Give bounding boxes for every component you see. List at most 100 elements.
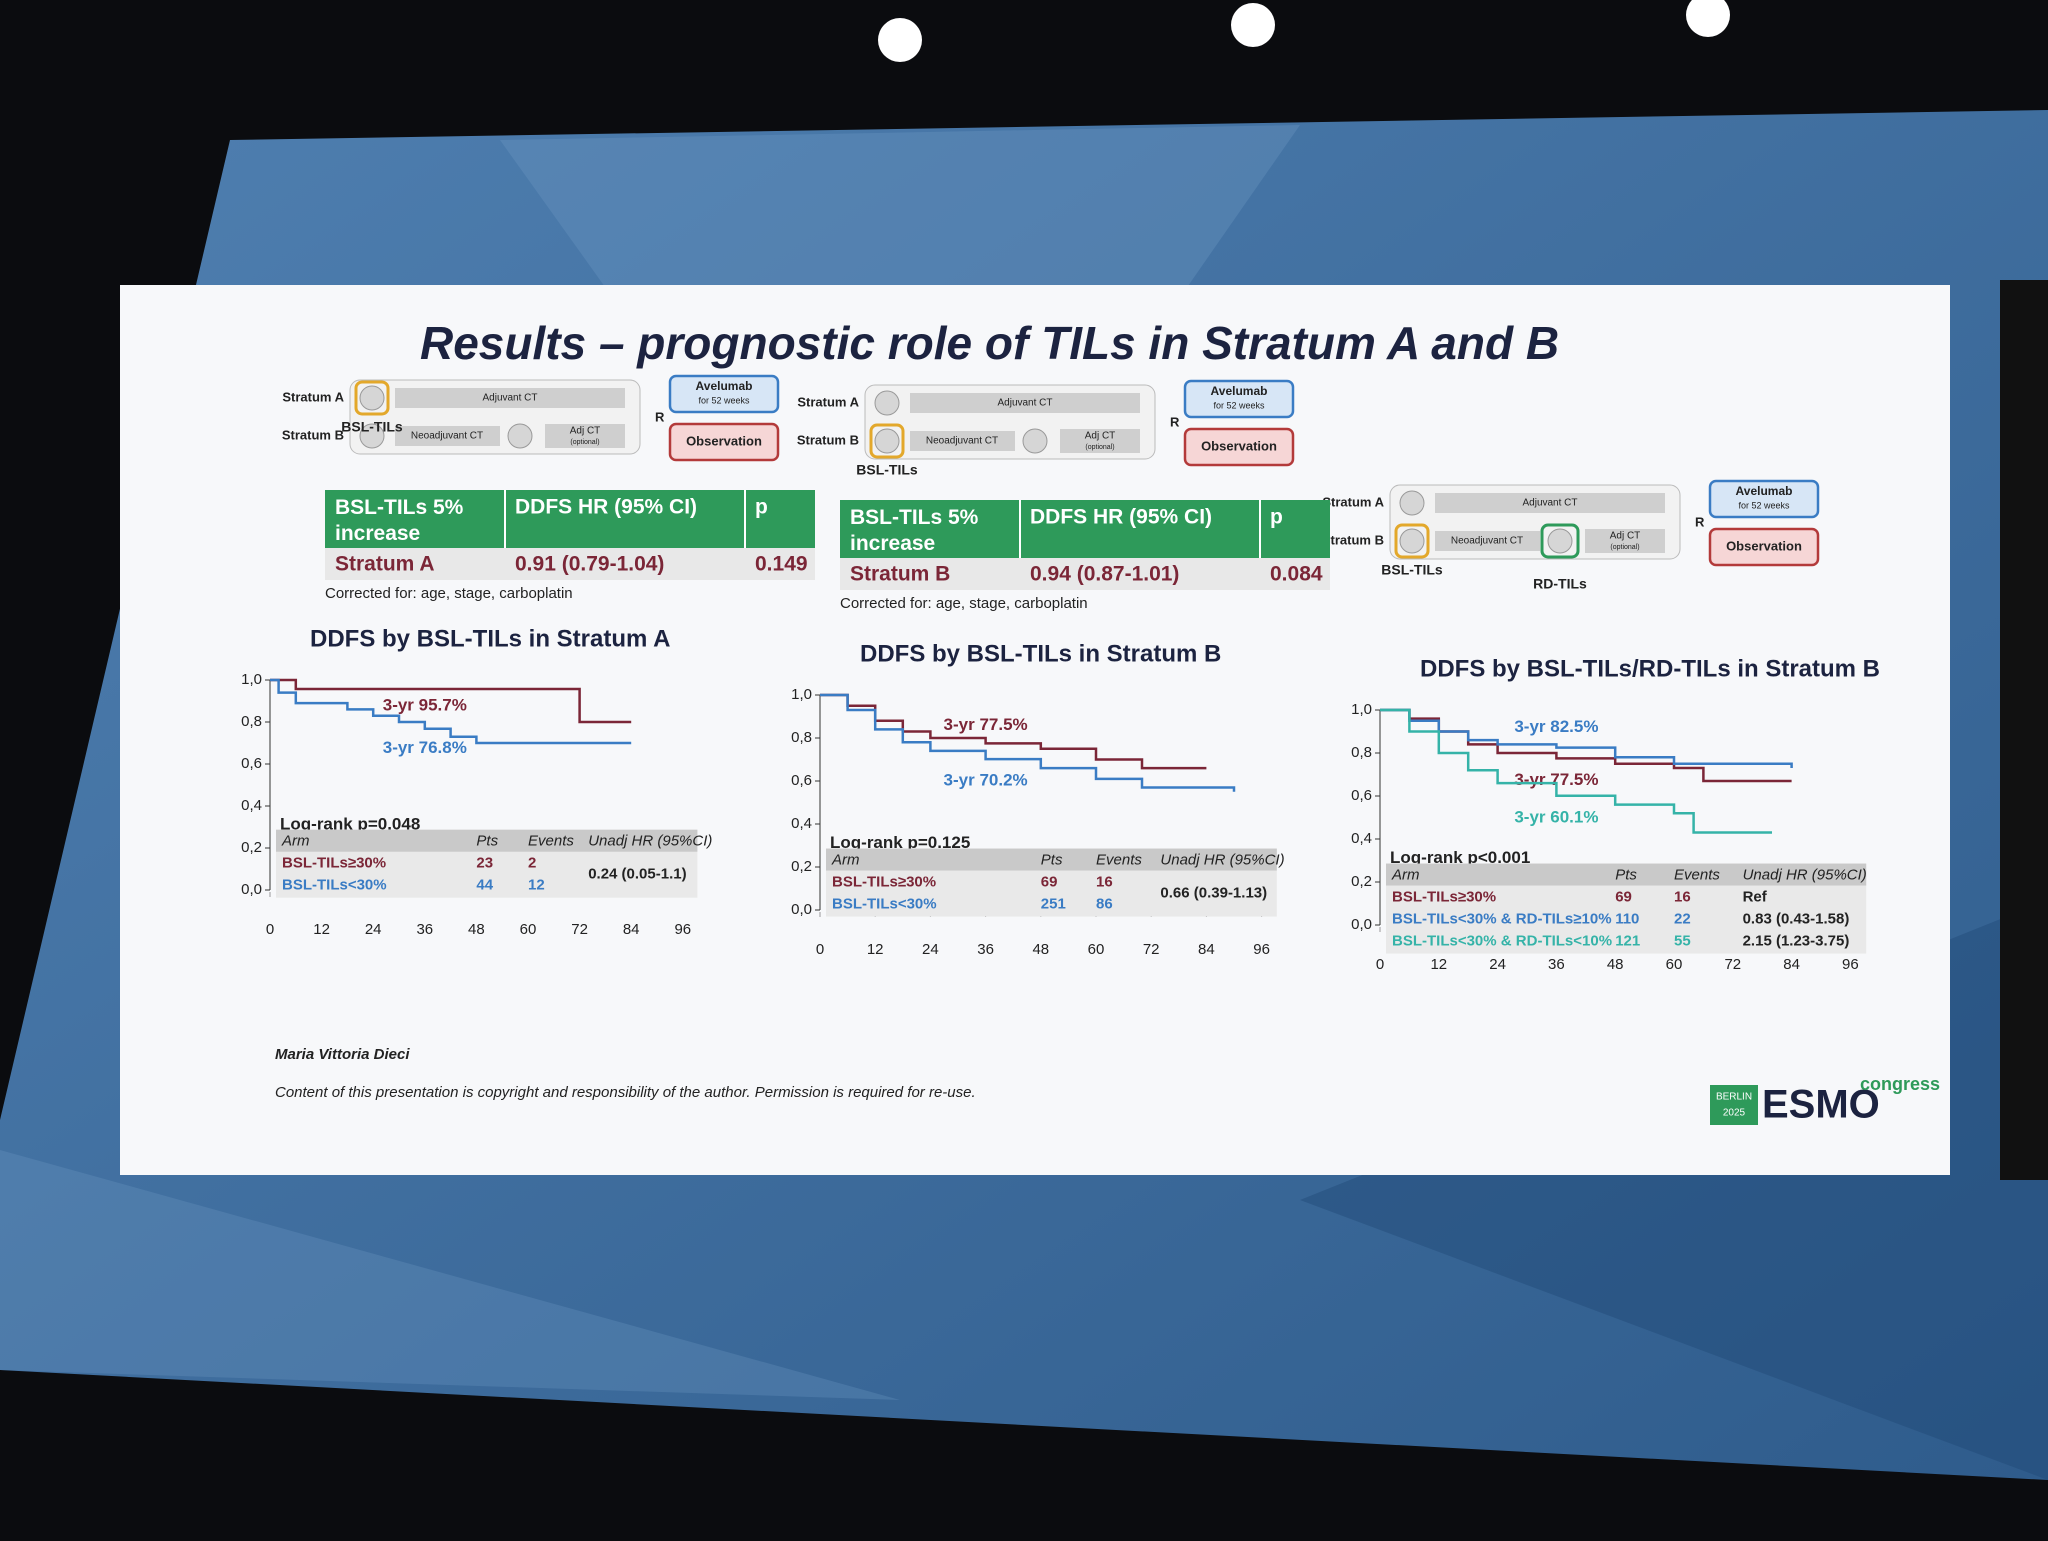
logo-brand: ESMO: [1762, 1083, 1880, 1127]
author: Maria Vittoria Dieci: [275, 1046, 410, 1063]
table-header-line: BSL-TILs 5%: [850, 506, 979, 529]
drug-icon: [1022, 428, 1048, 454]
km-curve: [1380, 708, 1792, 783]
table-note: Corrected for: age, stage, carboplatin: [840, 595, 1088, 612]
table-cell: Stratum A: [335, 553, 435, 576]
treatment-label: Adj CT: [1610, 531, 1641, 542]
slide-title: Results – prognostic role of TILs in Str…: [420, 317, 1559, 369]
x-tick-label: 0: [1376, 956, 1384, 973]
treatment-label: Adjuvant CT: [1522, 498, 1577, 509]
risk-table-header-bg: [826, 848, 1277, 871]
risk-header: Unadj HR (95%CI): [1160, 852, 1284, 869]
bsl-label: BSL-TILs: [341, 419, 403, 435]
y-tick-label: 0,0: [241, 881, 262, 898]
risk-header: Pts: [1041, 852, 1063, 869]
risk-hr: Ref: [1743, 889, 1768, 906]
avelumab-box: [668, 374, 780, 414]
copyright: Content of this presentation is copyrigh…: [275, 1084, 976, 1101]
y-tick-label: 0,2: [791, 858, 812, 875]
drug-icon: [507, 423, 533, 449]
treatment-label: Adj CT: [570, 426, 601, 437]
curve-label: 3-yr 95.7%: [383, 695, 467, 714]
risk-header: Arm: [1391, 867, 1420, 884]
table-header-bg: [325, 490, 815, 548]
curve-label: 3-yr 77.5%: [944, 715, 1028, 734]
y-tick-label: 1,0: [241, 671, 262, 688]
treatment-label: Adj CT: [1085, 431, 1116, 442]
logrank-label: Log-rank p<0.001: [1390, 848, 1530, 867]
y-tick-label: 0,6: [1351, 787, 1372, 804]
risk-header: Events: [1096, 852, 1142, 869]
km-curve: [820, 693, 1236, 792]
avelumab-label: for 52 weeks: [1213, 400, 1265, 410]
x-tick-label: 60: [1666, 956, 1683, 973]
km-curve: [270, 678, 632, 745]
risk-header: Pts: [476, 833, 498, 850]
risk-pts: 69: [1041, 874, 1058, 891]
treatment-bar: [395, 388, 625, 408]
x-tick-label: 84: [1783, 956, 1800, 973]
side-screen: [2000, 280, 2048, 1180]
stratum-label: Stratum B: [797, 432, 859, 447]
observation-label: Observation: [1201, 438, 1277, 453]
table-header-bg: [840, 500, 1330, 558]
risk-arm: BSL-TILs<30%: [282, 877, 387, 894]
drug-icon: [359, 385, 385, 411]
avelumab-label: Avelumab: [696, 379, 753, 393]
x-tick-label: 96: [674, 921, 691, 938]
drug-icon: [1399, 490, 1425, 516]
randomization-label: R: [1170, 414, 1180, 429]
risk-hr: 0.66 (0.39-1.13): [1160, 885, 1267, 902]
x-tick-label: 72: [1724, 956, 1741, 973]
risk-arm: BSL-TILs≥30%: [282, 855, 386, 872]
logo-year: 2025: [1723, 1108, 1746, 1119]
x-tick-label: 60: [1088, 941, 1105, 958]
x-tick-label: 12: [313, 921, 330, 938]
drug-icon: [874, 428, 900, 454]
bsl-highlight: [869, 423, 905, 459]
treatment-label: Neoadjuvant CT: [1451, 536, 1523, 547]
avelumab-label: for 52 weeks: [1738, 500, 1790, 510]
km-curve: [270, 678, 632, 724]
logrank-label: Log-rank p=0.048: [280, 814, 420, 833]
table-header: BSL-TILs 5% increase: [850, 506, 979, 555]
avelumab-box: [1708, 479, 1820, 519]
avelumab-label: Avelumab: [1736, 484, 1793, 498]
avelumab-label: Avelumab: [1211, 384, 1268, 398]
risk-events: 22: [1674, 911, 1691, 928]
y-tick-label: 0,8: [1351, 744, 1372, 761]
risk-arm: BSL-TILs<30%: [832, 896, 937, 913]
bsl-label: BSL-TILs: [1381, 562, 1443, 578]
risk-pts: 251: [1041, 896, 1066, 913]
y-tick-label: 0,4: [241, 797, 262, 814]
risk-table-header-bg: [1386, 863, 1867, 886]
x-tick-label: 12: [1430, 956, 1447, 973]
x-tick-label: 48: [1607, 956, 1624, 973]
drug-icon: [874, 390, 900, 416]
risk-arm: BSL-TILs≥30%: [832, 874, 936, 891]
x-tick-label: 72: [1143, 941, 1160, 958]
y-tick-label: 0,2: [241, 839, 262, 856]
y-tick-label: 0,6: [791, 772, 812, 789]
risk-hr: 0.24 (0.05-1.1): [588, 866, 686, 883]
x-tick-label: 96: [1253, 941, 1270, 958]
stage-light: [1686, 0, 1730, 37]
bsl-highlight: [354, 380, 390, 416]
risk-events: 16: [1674, 889, 1691, 906]
chart-title: DDFS by BSL-TILs in Stratum B: [860, 640, 1221, 667]
treatment-label: (optional): [1610, 544, 1639, 551]
x-tick-label: 36: [416, 921, 433, 938]
y-tick-label: 0,2: [1351, 873, 1372, 890]
risk-pts: 69: [1615, 889, 1632, 906]
observation-label: Observation: [686, 433, 762, 448]
x-tick-label: 48: [468, 921, 485, 938]
curve-label: 3-yr 82.5%: [1514, 717, 1598, 736]
y-tick-label: 0,0: [791, 901, 812, 918]
y-tick-label: 1,0: [791, 686, 812, 703]
risk-header: Unadj HR (95%CI): [588, 833, 712, 850]
risk-header: Events: [1674, 867, 1720, 884]
treatment-bar: [910, 431, 1015, 451]
logo-city: BERLIN: [1716, 1092, 1752, 1103]
treatment-label: Adjuvant CT: [482, 393, 537, 404]
risk-header: Arm: [281, 833, 310, 850]
